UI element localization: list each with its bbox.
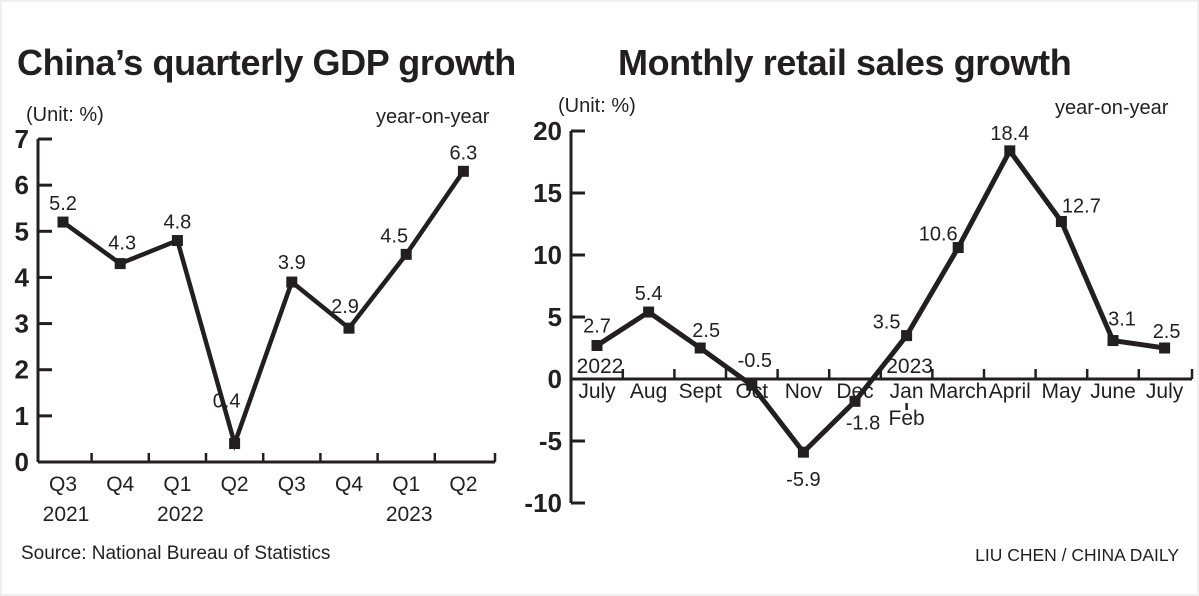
data-point-marker [400,248,412,260]
data-point-marker [952,242,964,254]
data-value-label: 4.8 [163,212,191,234]
x-category-label: Aug [630,380,667,403]
data-value-label: 3.1 [1108,309,1136,331]
year-label: 2021 [43,503,90,526]
data-line-series [61,170,466,451]
x-category-label: July [1146,380,1184,403]
y-tick-label: 15 [533,178,562,208]
data-point-marker [343,322,355,334]
y-tick-label: 2 [15,355,29,385]
data-value-label: 0.4 [213,391,241,413]
data-point-marker [746,379,758,391]
y-tick-label: 20 [533,116,562,146]
data-point-marker [114,258,126,270]
data-value-label: -5.9 [786,469,820,491]
data-value-label: 2.5 [692,320,720,342]
y-tick-label: 0 [548,364,562,394]
data-value-label: 2.7 [583,316,611,338]
data-point-marker [849,395,861,407]
data-point-marker [457,165,469,177]
gdp-year-on-year-label: year-on-year [376,106,490,128]
retail-chart-title: Monthly retail sales growth [618,42,1072,83]
x-category-label: Q3 [49,473,77,496]
x-category-label: June [1090,380,1136,403]
year-label: 2022 [157,503,204,526]
data-point-marker [797,446,809,458]
data-point-marker [694,342,706,354]
x-category-label: Q1 [392,473,420,496]
data-value-label: 3.5 [873,312,901,334]
data-point-marker [591,340,603,352]
data-value-label: -0.5 [738,350,772,372]
data-value-label: 2.5 [1153,321,1181,343]
x-category-label: Q2 [221,473,249,496]
data-value-label: 2.9 [331,296,359,318]
gdp-unit-label: (Unit: %) [26,104,104,126]
y-tick-label: 5 [548,302,562,332]
data-value-label: 18.4 [990,123,1029,145]
source-note: Source: National Bureau of Statistics [21,543,331,564]
data-value-label: -1.8 [846,412,880,434]
x-category-label: May [1042,380,1082,403]
x-category-label: Nov [785,380,823,403]
x-category-label: Q2 [449,473,477,496]
data-point-marker [286,276,298,288]
data-value-label: 10.6 [919,224,958,246]
y-tick-label: 4 [15,262,30,292]
data-value-label: 4.3 [108,233,136,255]
y-tick-label: 6 [15,170,29,200]
data-point-marker [1159,342,1171,354]
data-value-label: 5.2 [49,193,77,215]
x-category-second-row-label: Feb [889,407,925,430]
y-tick-label: 10 [533,240,562,270]
x-category-label: July [578,380,616,403]
data-point-marker [1055,216,1067,228]
y-tick-label: 3 [15,309,29,339]
data-value-label: 6.3 [449,142,477,164]
gdp-chart-title: China’s quarterly GDP growth [17,42,516,83]
y-tick-label: -5 [539,426,562,456]
y-tick-label: 1 [15,401,29,431]
year-label: 2022 [577,355,624,378]
x-category-label: April [989,380,1031,403]
x-category-label: Q4 [106,473,134,496]
y-tick-label: 7 [15,124,29,154]
data-point-marker [1004,145,1016,157]
y-tick-label: -10 [524,488,562,518]
data-point-marker [57,216,69,228]
data-value-label: 3.9 [278,252,306,274]
y-tick-label: 0 [15,447,29,477]
data-point-marker [171,235,183,247]
x-category-label: Q1 [163,473,191,496]
year-label: 2023 [386,503,433,526]
data-value-label: 12.7 [1062,196,1101,218]
data-point-marker [1107,335,1119,347]
x-category-label: Sept [679,380,722,403]
year-label: 2023 [886,355,933,378]
retail-year-on-year-label: year-on-year [1055,97,1169,119]
data-point-marker [229,438,241,450]
y-tick-label: 5 [15,216,29,246]
data-point-marker [901,330,913,342]
data-value-label: 5.4 [635,283,663,305]
x-category-label: Q4 [335,473,363,496]
x-category-label: March [929,380,987,403]
retail-unit-label: (Unit: %) [558,95,636,117]
data-point-marker [643,306,655,318]
credit-note: LIU CHEN / CHINA DAILY [975,545,1179,565]
data-value-label: 4.5 [380,225,408,247]
data-line-series [595,146,1165,456]
x-category-label: Q3 [278,473,306,496]
x-category-label: Jan [890,380,924,403]
